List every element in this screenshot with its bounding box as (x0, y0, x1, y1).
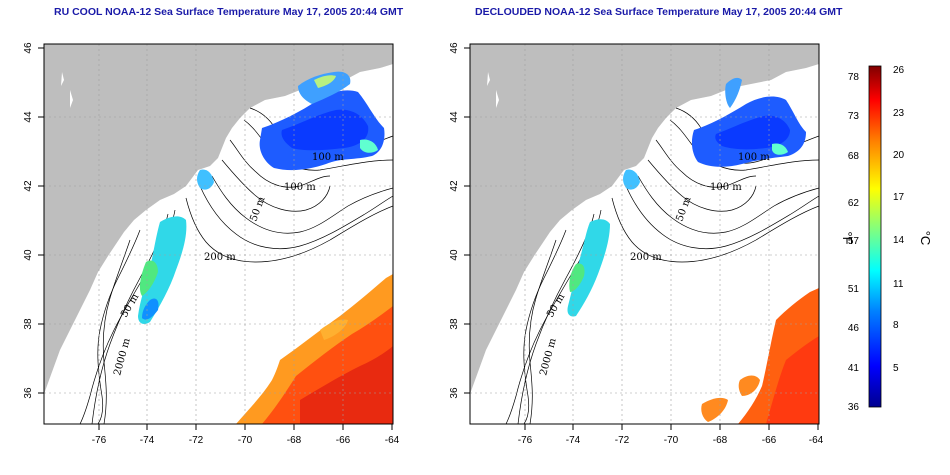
lat-tick-label: 36 (23, 387, 34, 399)
contour-label: 100 m (312, 152, 344, 163)
lon-tick-label: -72 (615, 435, 630, 446)
land-mass (44, 44, 393, 394)
fahrenheit-tick: 73 (848, 111, 860, 122)
fahrenheit-tick: 41 (848, 363, 860, 374)
celsius-tick: 17 (893, 192, 905, 203)
lon-tick-label: -74 (566, 435, 581, 446)
map-title-left: RU COOL NOAA-12 Sea Surface Temperature … (54, 6, 404, 18)
lon-tick-label: -72 (189, 435, 204, 446)
fahrenheit-tick: 68 (848, 151, 860, 162)
fahrenheit-tick: 51 (848, 284, 860, 295)
map-title-right: DECLOUDED NOAA-12 Sea Surface Temperatur… (475, 6, 843, 18)
contour-label: 100 m (710, 182, 742, 193)
contour-label: 200 m (630, 252, 662, 263)
celsius-tick: 26 (893, 65, 905, 76)
sst-patches (138, 71, 393, 424)
lon-tick-label: -68 (287, 435, 302, 446)
tick-marks (38, 47, 393, 430)
lon-tick-label: -76 (518, 435, 533, 446)
tick-marks (464, 47, 819, 430)
lake (487, 72, 490, 86)
celsius-tick: 14 (893, 235, 905, 246)
lat-tick-label: 38 (23, 318, 34, 330)
lat-tick-label: 40 (449, 249, 460, 261)
celsius-tick: 23 (893, 108, 905, 119)
celsius-tick: 5 (893, 363, 899, 374)
lon-tick-label: -70 (664, 435, 679, 446)
lat-tick-label: 36 (449, 387, 460, 399)
lon-tick-label: -66 (336, 435, 351, 446)
colorbar-gradient (868, 65, 882, 408)
map-left-frame (43, 43, 394, 425)
grid-lines (470, 44, 819, 424)
map-right-frame (469, 43, 820, 425)
lon-tick-label: -66 (762, 435, 777, 446)
contour-label: 100 m (738, 152, 770, 163)
lat-tick-label: 46 (449, 42, 460, 54)
fahrenheit-tick: 62 (848, 198, 860, 209)
lake (496, 90, 499, 108)
lon-tick-label: -64 (385, 435, 400, 446)
lon-tick-label: -76 (92, 435, 107, 446)
map-left: 100 m 100 m 50 m 200 m 50 m 2000 m -76 -… (23, 42, 400, 446)
contour-label: 100 m (284, 182, 316, 193)
lon-tick-label: -64 (809, 435, 824, 446)
celsius-tick: 8 (893, 320, 899, 331)
map-right: 100 m 100 m 50 m 200 m 50 m 2000 m -76 -… (449, 42, 824, 446)
contour-label: 200 m (204, 252, 236, 263)
lat-tick-label: 42 (23, 180, 34, 192)
celsius-unit-label: °C (918, 231, 933, 246)
fahrenheit-tick: 46 (848, 323, 860, 334)
land-mass (470, 44, 819, 394)
grid-lines (44, 44, 393, 424)
lat-tick-label: 42 (449, 180, 460, 192)
fahrenheit-unit-label: °F (840, 231, 855, 244)
lat-tick-label: 44 (449, 111, 460, 123)
celsius-tick: 20 (893, 150, 905, 161)
lat-tick-label: 46 (23, 42, 34, 54)
lon-tick-label: -68 (713, 435, 728, 446)
lon-tick-label: -74 (140, 435, 155, 446)
lake (70, 90, 73, 108)
lat-tick-label: 38 (449, 318, 460, 330)
lon-tick-label: -70 (238, 435, 253, 446)
celsius-tick: 11 (893, 279, 904, 290)
lat-tick-label: 40 (23, 249, 34, 261)
fahrenheit-tick: 36 (848, 402, 860, 413)
fahrenheit-tick: 78 (848, 72, 860, 83)
sst-patches (567, 77, 819, 424)
lake (61, 72, 64, 86)
colorbar: 36 41 46 51 57 62 68 73 78 5 8 11 14 17 … (840, 65, 933, 413)
fahrenheit-tick: 57 (848, 236, 860, 247)
lat-tick-label: 44 (23, 111, 34, 123)
